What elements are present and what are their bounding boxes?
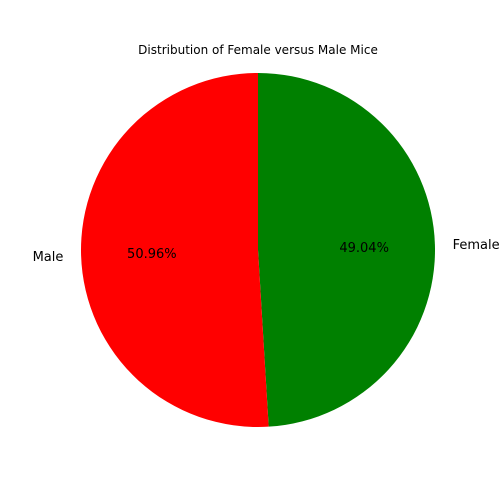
pie-slice-male: [80, 73, 269, 428]
slice-label-male: Male: [33, 250, 64, 265]
chart-title: Distribution of Female versus Male Mice: [138, 43, 378, 57]
slice-percent-male: 50.96%: [127, 247, 177, 262]
pie-slices: [80, 73, 435, 428]
pie-slice-female: [258, 73, 435, 427]
pie-labels: Female 49.04% Male 50.96%: [33, 238, 500, 265]
slice-percent-female: 49.04%: [339, 241, 389, 256]
slice-label-female: Female: [453, 238, 500, 253]
